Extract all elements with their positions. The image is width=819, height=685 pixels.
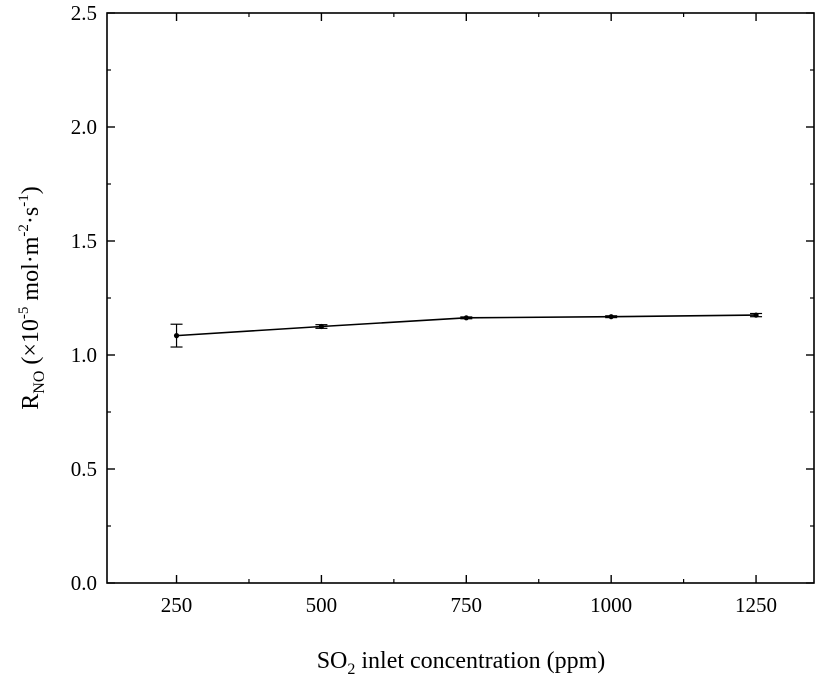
axis-tick-labels: 250 500 750 1000 1250 0.0 0.5 1.0 1.5 2.0 2.5 xyxy=(71,1,777,617)
y-tick-label: 1.0 xyxy=(71,343,97,367)
y-tick-label: 1.5 xyxy=(71,229,97,253)
data-point xyxy=(608,314,614,320)
axis-ticks xyxy=(107,12,814,584)
data-point xyxy=(463,315,469,321)
plot-frame xyxy=(106,12,815,584)
series-group xyxy=(170,312,763,348)
x-axis-title: SO2 inlet concentration (ppm) xyxy=(317,648,606,678)
data-point xyxy=(173,333,180,339)
x-tick-label: 1250 xyxy=(735,593,777,617)
y-tick-label: 2.5 xyxy=(71,1,97,25)
y-tick-label: 0.5 xyxy=(71,457,97,481)
x-tick-label: 250 xyxy=(161,593,193,617)
x-tick-label: 500 xyxy=(306,593,338,617)
data-point xyxy=(753,312,759,318)
data-point xyxy=(318,323,325,330)
y-tick-label: 0.0 xyxy=(71,571,97,595)
x-tick-label: 1000 xyxy=(590,593,632,617)
y-axis-title: RNO (×10-5 mol·m-2·s-1) xyxy=(16,186,48,410)
y-tick-label: 2.0 xyxy=(71,115,97,139)
x-tick-label: 750 xyxy=(451,593,483,617)
